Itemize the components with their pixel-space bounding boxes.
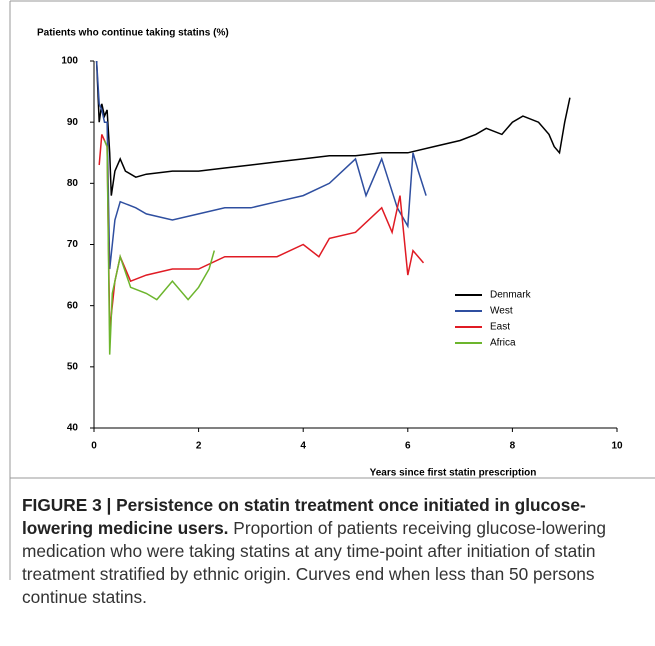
y-tick-label: 100 (61, 56, 78, 67)
legend-label: Denmark (490, 290, 532, 301)
x-tick-label: 8 (510, 441, 516, 452)
x-tick-label: 4 (300, 441, 306, 452)
caption-label: FIGURE 3 | Persistence on statin treatme… (22, 495, 586, 538)
x-axis-title: Years since first statin prescription (370, 468, 537, 479)
legend-label: East (490, 322, 510, 333)
y-tick-label: 60 (67, 300, 79, 311)
series-line (103, 140, 216, 355)
series-line (95, 60, 571, 196)
y-tick-label: 50 (67, 361, 79, 372)
caption-text: Proportion of patients receiving glucose… (22, 518, 607, 607)
y-tick-label: 70 (67, 239, 79, 250)
legend-label: West (490, 306, 513, 317)
series-line (95, 60, 427, 270)
y-tick-label: 40 (67, 423, 79, 434)
y-tick-label: 90 (67, 117, 79, 128)
y-axis-title: Patients who continue taking statins (%) (37, 28, 229, 39)
caption: FIGURE 3 | Persistence on statin treatme… (22, 494, 647, 609)
legend-label: Africa (490, 338, 516, 349)
x-tick-label: 6 (405, 441, 411, 452)
x-tick-label: 2 (196, 441, 202, 452)
x-tick-label: 10 (611, 441, 623, 452)
x-tick-label: 0 (91, 441, 97, 452)
y-tick-label: 80 (67, 178, 79, 189)
